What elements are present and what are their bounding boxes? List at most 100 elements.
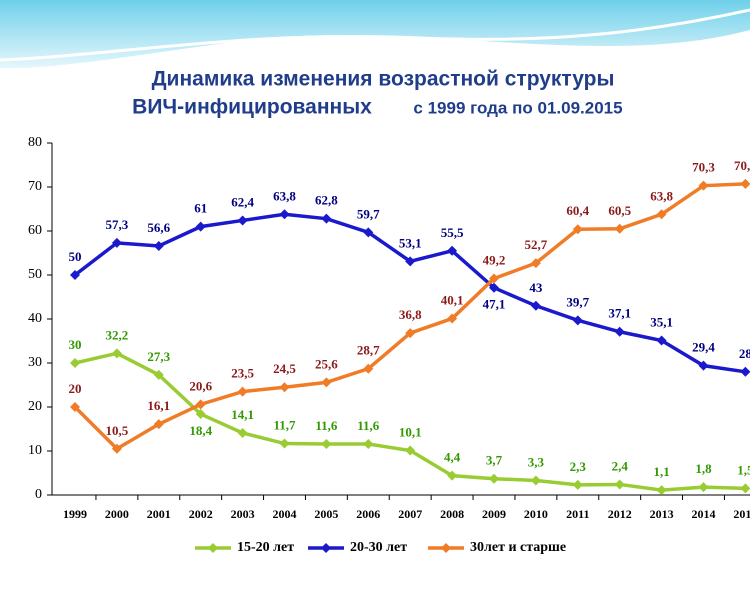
point-marker — [489, 273, 499, 284]
x-tick-label: 2007 — [398, 507, 422, 521]
point-marker — [363, 363, 374, 374]
data-label: 50 — [69, 249, 82, 264]
data-label: 30 — [69, 337, 82, 352]
x-tick-label: 2002 — [189, 507, 213, 521]
point-marker — [572, 224, 583, 235]
data-label: 36,8 — [399, 307, 422, 322]
point-marker — [363, 227, 374, 238]
data-label: 23,5 — [231, 366, 254, 381]
point-marker — [740, 178, 750, 189]
point-marker — [489, 282, 499, 293]
data-label: 49,2 — [483, 253, 506, 268]
data-label: 57,3 — [106, 217, 129, 232]
point-marker — [70, 402, 80, 412]
data-label: 60,5 — [608, 203, 631, 218]
legend-label: 20-30 лет — [350, 540, 407, 555]
point-marker — [153, 369, 164, 380]
data-label: 1,5 — [737, 462, 750, 477]
point-marker — [111, 348, 122, 359]
legend-marker — [208, 543, 218, 553]
header-wave-line — [0, 8, 750, 62]
data-label: 32,2 — [106, 327, 129, 342]
x-tick-label: 2004 — [273, 507, 297, 521]
point-marker — [614, 479, 625, 490]
legend-marker — [321, 543, 331, 553]
data-label: 1,8 — [695, 461, 712, 476]
series-line — [74, 351, 746, 492]
y-tick-label: 20 — [28, 399, 42, 414]
point-marker — [195, 399, 206, 410]
header-wave — [0, 0, 750, 69]
data-label: 27,3 — [147, 349, 170, 364]
y-tick-label: 40 — [28, 311, 42, 326]
chart-subtitle: с 1999 года по 01.09.2015 — [413, 98, 622, 117]
point-marker — [237, 427, 248, 438]
point-marker — [70, 358, 80, 368]
legend-label: 30лет и старше — [470, 540, 566, 555]
point-marker — [614, 223, 625, 234]
y-tick-label: 10 — [28, 443, 42, 458]
point-marker — [111, 443, 122, 454]
y-tick-label: 50 — [28, 267, 42, 282]
data-label: 60,4 — [566, 203, 589, 218]
chart-title: Динамика изменения возрастной структуры — [152, 68, 615, 91]
data-label: 56,6 — [147, 220, 170, 235]
data-label: 20,6 — [189, 378, 212, 393]
data-label: 2,4 — [612, 458, 629, 473]
data-label: 52,7 — [525, 237, 548, 252]
point-marker — [572, 479, 583, 490]
point-marker — [195, 221, 206, 232]
point-marker — [153, 240, 164, 251]
data-label: 70,3 — [692, 160, 715, 175]
x-tick-label: 2008 — [440, 507, 464, 521]
point-marker — [279, 438, 290, 449]
data-label: 25,6 — [315, 356, 338, 371]
data-label: 3,3 — [528, 454, 545, 469]
point-marker — [70, 270, 80, 280]
x-tick-label: 2001 — [147, 507, 171, 521]
chart-title: ВИЧ-инфицированных — [132, 96, 372, 119]
y-tick-label: 80 — [28, 135, 42, 150]
point-marker — [321, 438, 332, 449]
point-marker — [447, 245, 458, 256]
data-label: 40,1 — [441, 293, 464, 308]
point-marker — [530, 300, 541, 311]
data-label: 24,5 — [273, 361, 296, 376]
data-label: 11,7 — [273, 418, 296, 433]
point-marker — [530, 258, 541, 269]
x-tick-label: 2006 — [356, 507, 380, 521]
point-marker — [489, 473, 499, 484]
point-marker — [279, 209, 290, 220]
data-label: 55,5 — [441, 225, 464, 240]
y-tick-label: 0 — [35, 487, 42, 502]
point-marker — [656, 485, 667, 496]
data-label: 14,1 — [231, 407, 254, 422]
point-marker — [321, 213, 332, 224]
legend-marker — [441, 543, 451, 553]
data-label: 11,6 — [315, 418, 338, 433]
point-marker — [740, 483, 750, 494]
x-tick-label: 2000 — [105, 507, 129, 521]
x-tick-label: 1999 — [63, 507, 87, 521]
point-marker — [111, 237, 122, 248]
data-label: 47,1 — [483, 297, 506, 312]
point-marker — [698, 360, 709, 371]
x-tick-label: 2012 — [608, 507, 632, 521]
point-marker — [321, 377, 332, 388]
data-label: 20 — [69, 381, 82, 396]
data-label: 70,7 — [734, 158, 750, 173]
x-tick-label: 2013 — [650, 507, 674, 521]
y-tick-label: 60 — [28, 223, 42, 238]
data-label: 61 — [194, 201, 207, 216]
x-tick-label: 2010 — [524, 507, 548, 521]
data-label: 63,8 — [273, 188, 296, 203]
point-marker — [405, 328, 416, 339]
data-label: 28 — [739, 346, 750, 361]
point-marker — [363, 438, 374, 449]
data-label: 37,1 — [608, 306, 631, 321]
x-tick-label: 2009 — [482, 507, 506, 521]
data-label: 43 — [529, 280, 543, 295]
point-marker — [447, 313, 458, 324]
point-marker — [405, 256, 416, 267]
data-label: 2,3 — [570, 459, 587, 474]
